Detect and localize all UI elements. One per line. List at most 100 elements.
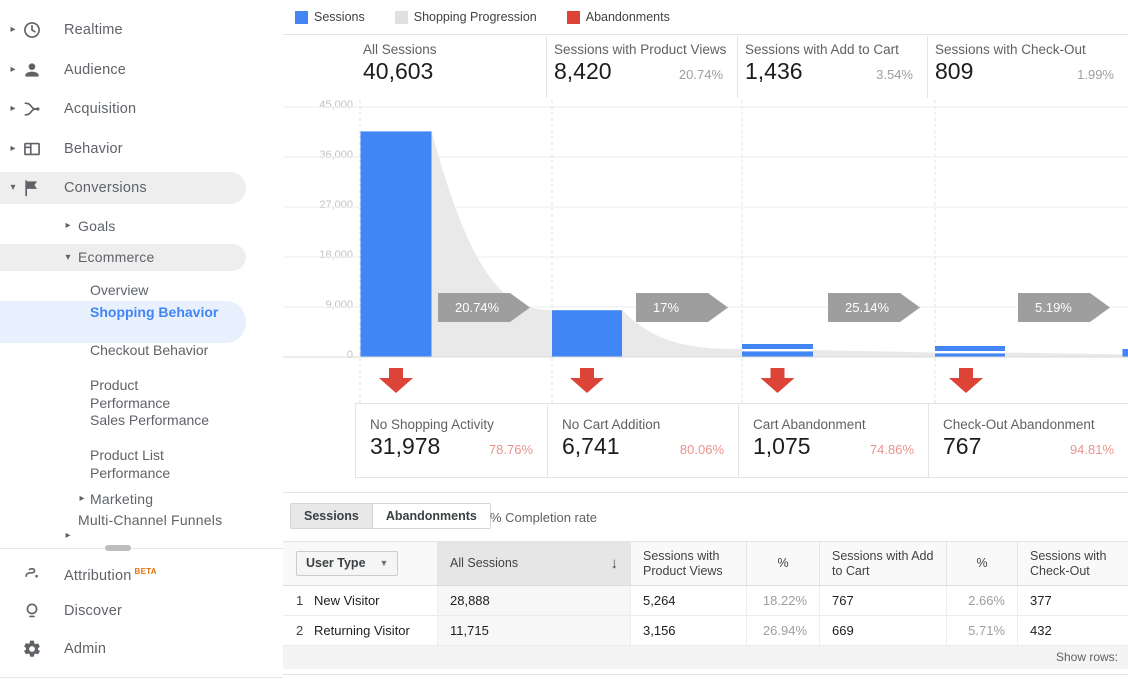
sidebar-item-label: Shopping Behavior [90, 304, 219, 320]
chevron-right-icon[interactable]: ▸ [10, 24, 16, 35]
completion-sliver-bar[interactable] [1122, 349, 1128, 357]
sidebar-item-conversions[interactable]: ▾ Conversions [0, 172, 246, 204]
column-header-add-to-cart[interactable]: Sessions with Add to Cart [819, 542, 946, 585]
abandonment-arrow-icons [379, 368, 983, 393]
sidebar-item-admin[interactable]: Admin [0, 637, 283, 661]
sidebar-item-checkout-behavior[interactable]: Checkout Behavior [90, 341, 210, 359]
product-views-cell: 3,156 [630, 616, 746, 645]
stage-title: Sessions with Product Views [554, 42, 727, 57]
tab-abandonments[interactable]: Abandonments [372, 504, 490, 528]
sidebar-item-sales-performance[interactable]: Sales Performance [90, 411, 210, 429]
stage-value: 809 [935, 58, 974, 84]
sidebar-item-marketing[interactable]: ▸ Marketing [0, 488, 283, 510]
sidebar-divider [0, 677, 283, 678]
user-type-cell: New Visitor [314, 593, 380, 608]
sort-descending-icon[interactable]: ↓ [610, 555, 619, 572]
column-header-percent[interactable]: % [946, 542, 1017, 585]
progression-percent-label: 17% [653, 300, 679, 315]
table-footer: Show rows: [283, 646, 1128, 669]
column-header-all-sessions[interactable]: All Sessions ↓ [437, 542, 630, 585]
chevron-right-icon[interactable]: ▸ [65, 530, 71, 541]
show-rows-label[interactable]: Show rows: [1055, 650, 1118, 664]
sidebar-item-label: Ecommerce [78, 249, 155, 265]
funnel-stage-headers: All Sessions 40,603 Sessions with Produc… [283, 36, 1128, 98]
chevron-down-icon[interactable]: ▾ [65, 252, 71, 263]
abandonment-summary-row: No Shopping Activity 31,978 78.76% No Ca… [355, 403, 1128, 478]
chevron-down-icon[interactable]: ▾ [10, 182, 16, 193]
abandonment-percent: 94.81% [1069, 442, 1114, 457]
column-header-percent[interactable]: % [746, 542, 819, 585]
person-icon [22, 60, 42, 80]
chart-legend: Sessions Shopping Progression Abandonmen… [283, 0, 1128, 35]
chevron-right-icon[interactable]: ▸ [79, 493, 85, 504]
add-to-cart-cell: 767 [819, 586, 946, 615]
abandonment-value: 1,075 [753, 433, 811, 459]
checkout-cell: 432 [1017, 616, 1128, 645]
column-label: All Sessions [450, 556, 519, 570]
column-header-user-type: User Type ▼ [283, 542, 437, 585]
sidebar-item-overview[interactable]: Overview [90, 281, 230, 299]
abandonment-title: Check-Out Abandonment [943, 417, 1095, 432]
user-type-label: User Type [306, 556, 366, 570]
bar-clip-stripe [935, 351, 1005, 354]
lightbulb-icon [22, 601, 42, 621]
chevron-right-icon[interactable]: ▸ [10, 64, 16, 75]
window-icon [22, 139, 42, 159]
abandonment-percent: 78.76% [488, 442, 533, 457]
sidebar-item-label: Checkout Behavior [90, 342, 209, 358]
sidebar-item-discover[interactable]: Discover [0, 599, 283, 623]
sidebar-item-label: Goals [78, 218, 116, 234]
sessions-bar[interactable] [360, 131, 432, 357]
sidebar-item-label: Overview [90, 282, 149, 298]
table-tabs: Sessions Abandonments [290, 503, 491, 529]
user-type-dropdown[interactable]: User Type ▼ [296, 551, 399, 576]
abandonment-title: Cart Abandonment [753, 417, 866, 432]
legend-item-shopping-progression: Shopping Progression [394, 10, 537, 24]
table-row[interactable]: 1 New Visitor 28,888 5,264 18.22% 767 2.6… [283, 586, 1128, 616]
sidebar-item-acquisition[interactable]: ▸ Acquisition [0, 97, 283, 121]
legend-label: Abandonments [585, 10, 670, 24]
sessions-swatch-icon [295, 10, 308, 24]
sidebar-item-label: Attribution BETA [64, 567, 157, 584]
tab-sessions[interactable]: Sessions [291, 504, 373, 528]
all-sessions-cell: 28,888 [437, 586, 630, 615]
chevron-right-icon[interactable]: ▸ [65, 220, 71, 231]
add-to-cart-cell: 669 [819, 616, 946, 645]
row-index: 2 [296, 623, 304, 638]
abandonment-cart-abandonment: Cart Abandonment 1,075 74.86% [738, 404, 928, 477]
sidebar-item-product-performance[interactable]: Product Performance [90, 376, 210, 412]
sidebar-item-product-list-performance[interactable]: Product List Performance [90, 446, 220, 482]
table-row[interactable]: 2 Returning Visitor 11,715 3,156 26.94% 6… [283, 616, 1128, 646]
sessions-bar[interactable] [552, 310, 622, 357]
sidebar: ▸ Realtime ▸ Audience ▸ Acquisition ▸ [0, 0, 283, 682]
sidebar-item-multi-channel-funnels[interactable]: ▸ Multi-Channel Funnels [0, 512, 283, 548]
column-header-product-views[interactable]: Sessions with Product Views [630, 542, 746, 585]
checkout-cell: 377 [1017, 586, 1128, 615]
legend-item-sessions: Sessions [295, 10, 365, 24]
y-axis-tick: 45,000 [319, 99, 353, 111]
progression-percent-label: 5.19% [1035, 300, 1072, 315]
stage-percent: 1.99% [1077, 67, 1114, 82]
sidebar-item-audience[interactable]: ▸ Audience [0, 58, 283, 82]
y-axis-tick: 18,000 [319, 249, 353, 261]
sidebar-item-label: Product List Performance [90, 447, 171, 481]
abandonment-title: No Shopping Activity [370, 417, 494, 432]
abandonment-value: 31,978 [370, 433, 441, 459]
sidebar-item-label: Audience [64, 62, 127, 78]
column-header-checkout[interactable]: Sessions with Check-Out [1017, 542, 1128, 585]
progression-percent-label: 25.14% [845, 300, 890, 315]
sidebar-item-realtime[interactable]: ▸ Realtime [0, 18, 283, 42]
sidebar-item-goals[interactable]: ▸ Goals [0, 215, 283, 237]
stage-checkout: Sessions with Check-Out 809 1.99% [927, 36, 1128, 98]
completion-rate-option[interactable]: % Completion rate [490, 510, 597, 525]
abandonment-value: 6,741 [562, 433, 620, 459]
clock-icon [22, 20, 42, 40]
sidebar-item-ecommerce[interactable]: ▾ Ecommerce [0, 244, 246, 271]
chevron-right-icon[interactable]: ▸ [10, 143, 16, 154]
chevron-right-icon[interactable]: ▸ [10, 103, 16, 114]
sidebar-item-attribution[interactable]: Attribution BETA [0, 560, 283, 584]
sidebar-scrollbar-thumb[interactable] [105, 545, 131, 551]
sidebar-item-behavior[interactable]: ▸ Behavior [0, 137, 283, 161]
sidebar-item-shopping-behavior[interactable]: Shopping Behavior [0, 301, 246, 343]
